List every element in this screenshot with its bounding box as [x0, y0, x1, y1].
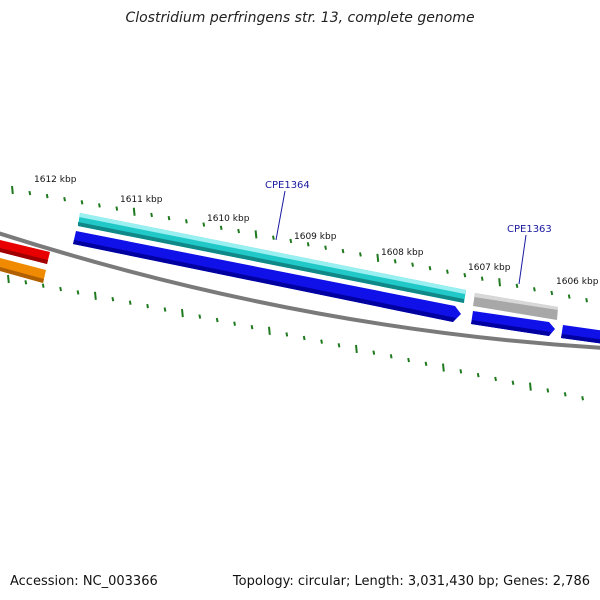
inner-minor-tick — [546, 388, 550, 393]
cpe1363-label[interactable]: CPE1363 — [507, 224, 552, 235]
inner-major-tick — [355, 344, 358, 354]
outer-minor-tick — [567, 294, 571, 299]
cpe1364-label[interactable]: CPE1364 — [265, 180, 310, 191]
inner-major-tick — [181, 308, 184, 318]
tick-label-1612: 1612 kbp — [34, 175, 77, 185]
inner-minor-tick — [494, 376, 497, 382]
tick-label-1607: 1607 kbp — [468, 263, 511, 273]
inner-minor-tick — [285, 332, 289, 337]
cpe1364-feature-highlight — [79, 213, 466, 294]
outer-minor-tick — [324, 245, 327, 250]
inner-minor-tick — [111, 297, 115, 302]
inner-minor-tick — [24, 280, 28, 285]
outer-minor-tick — [167, 215, 171, 221]
outer-minor-tick — [463, 272, 467, 278]
tick-label-1610: 1610 kbp — [207, 214, 250, 224]
inner-minor-tick — [59, 286, 62, 292]
cpe1363-feature-highlight — [474, 293, 558, 310]
outer-minor-tick — [115, 206, 119, 211]
outer-minor-tick — [272, 235, 275, 240]
inner-minor-tick — [424, 361, 428, 366]
tick-label-1609: 1609 kbp — [294, 232, 337, 242]
outer-minor-tick — [428, 265, 432, 271]
outer-minor-tick — [185, 219, 188, 224]
blue-feature-3-shade — [561, 334, 600, 344]
outer-minor-tick — [446, 269, 449, 274]
inner-minor-tick — [407, 357, 410, 363]
outer-minor-tick — [289, 238, 293, 244]
genome-backbone — [0, 231, 600, 350]
inner-minor-tick — [511, 380, 515, 385]
cpe1364-feature-shade — [78, 222, 464, 303]
outer-minor-tick — [202, 222, 206, 227]
outer-minor-tick — [341, 248, 345, 254]
cpe1363-leader — [518, 234, 527, 285]
inner-minor-tick — [372, 350, 376, 355]
inner-minor-tick — [76, 290, 80, 295]
orange-feature-shade — [0, 267, 44, 283]
inner-minor-tick — [581, 396, 584, 401]
accession-text: Accession: NC_003366 — [10, 574, 158, 589]
inner-minor-tick — [459, 369, 463, 374]
map-title: Clostridium perfringens str. 13, complet… — [125, 10, 475, 26]
outer-major-tick — [498, 278, 501, 287]
inner-minor-tick — [389, 354, 393, 359]
outer-major-tick — [132, 207, 136, 216]
inner-minor-tick — [337, 343, 341, 348]
inner-minor-tick — [302, 335, 306, 341]
inner-major-tick — [442, 363, 445, 372]
inner-minor-tick — [250, 325, 254, 330]
outer-minor-tick — [98, 203, 101, 208]
inner-minor-tick — [215, 317, 219, 323]
inner-major-tick — [268, 326, 271, 335]
tick-label-1611: 1611 kbp — [120, 195, 163, 205]
inner-minor-tick — [41, 283, 45, 288]
inner-major-tick — [529, 382, 532, 391]
outer-minor-tick — [533, 287, 536, 292]
outer-minor-tick — [80, 200, 84, 205]
blue-feature-1-shade — [73, 240, 456, 322]
outer-major-tick — [11, 185, 14, 195]
tick-label-1606: 1606 kbp — [556, 277, 599, 287]
outer-minor-tick — [45, 193, 49, 199]
inner-minor-tick — [198, 314, 202, 319]
outer-tick-row — [11, 185, 588, 303]
outer-minor-tick — [585, 297, 588, 303]
outer-minor-tick — [219, 225, 223, 231]
blue-feature-2-shade — [471, 320, 551, 336]
inner-minor-tick — [163, 307, 167, 312]
outer-minor-tick — [411, 262, 414, 267]
inner-minor-tick — [233, 321, 236, 326]
outer-minor-tick — [237, 228, 240, 234]
outer-major-tick — [376, 253, 380, 262]
inner-minor-tick — [563, 392, 567, 397]
outer-minor-tick — [28, 190, 32, 196]
cpe1364-leader — [275, 190, 286, 241]
red-feature-shade — [0, 248, 48, 264]
inner-major-tick — [94, 291, 97, 300]
inner-minor-tick — [320, 339, 323, 344]
genome-summary-text: Topology: circular; Length: 3,031,430 bp… — [232, 574, 590, 589]
outer-major-tick — [254, 230, 258, 239]
inner-minor-tick — [476, 372, 480, 378]
outer-minor-tick — [63, 197, 66, 202]
outer-minor-tick — [480, 276, 484, 281]
tick-label-1608: 1608 kbp — [381, 248, 424, 258]
outer-minor-tick — [550, 290, 554, 296]
outer-minor-tick — [150, 212, 153, 218]
outer-minor-tick — [515, 283, 519, 288]
outer-minor-tick — [393, 259, 397, 264]
outer-minor-tick — [306, 242, 310, 247]
inner-minor-tick — [128, 300, 132, 305]
inner-tick-row — [7, 274, 584, 401]
outer-minor-tick — [359, 252, 362, 257]
inner-minor-tick — [146, 303, 149, 309]
inner-major-tick — [7, 274, 10, 284]
